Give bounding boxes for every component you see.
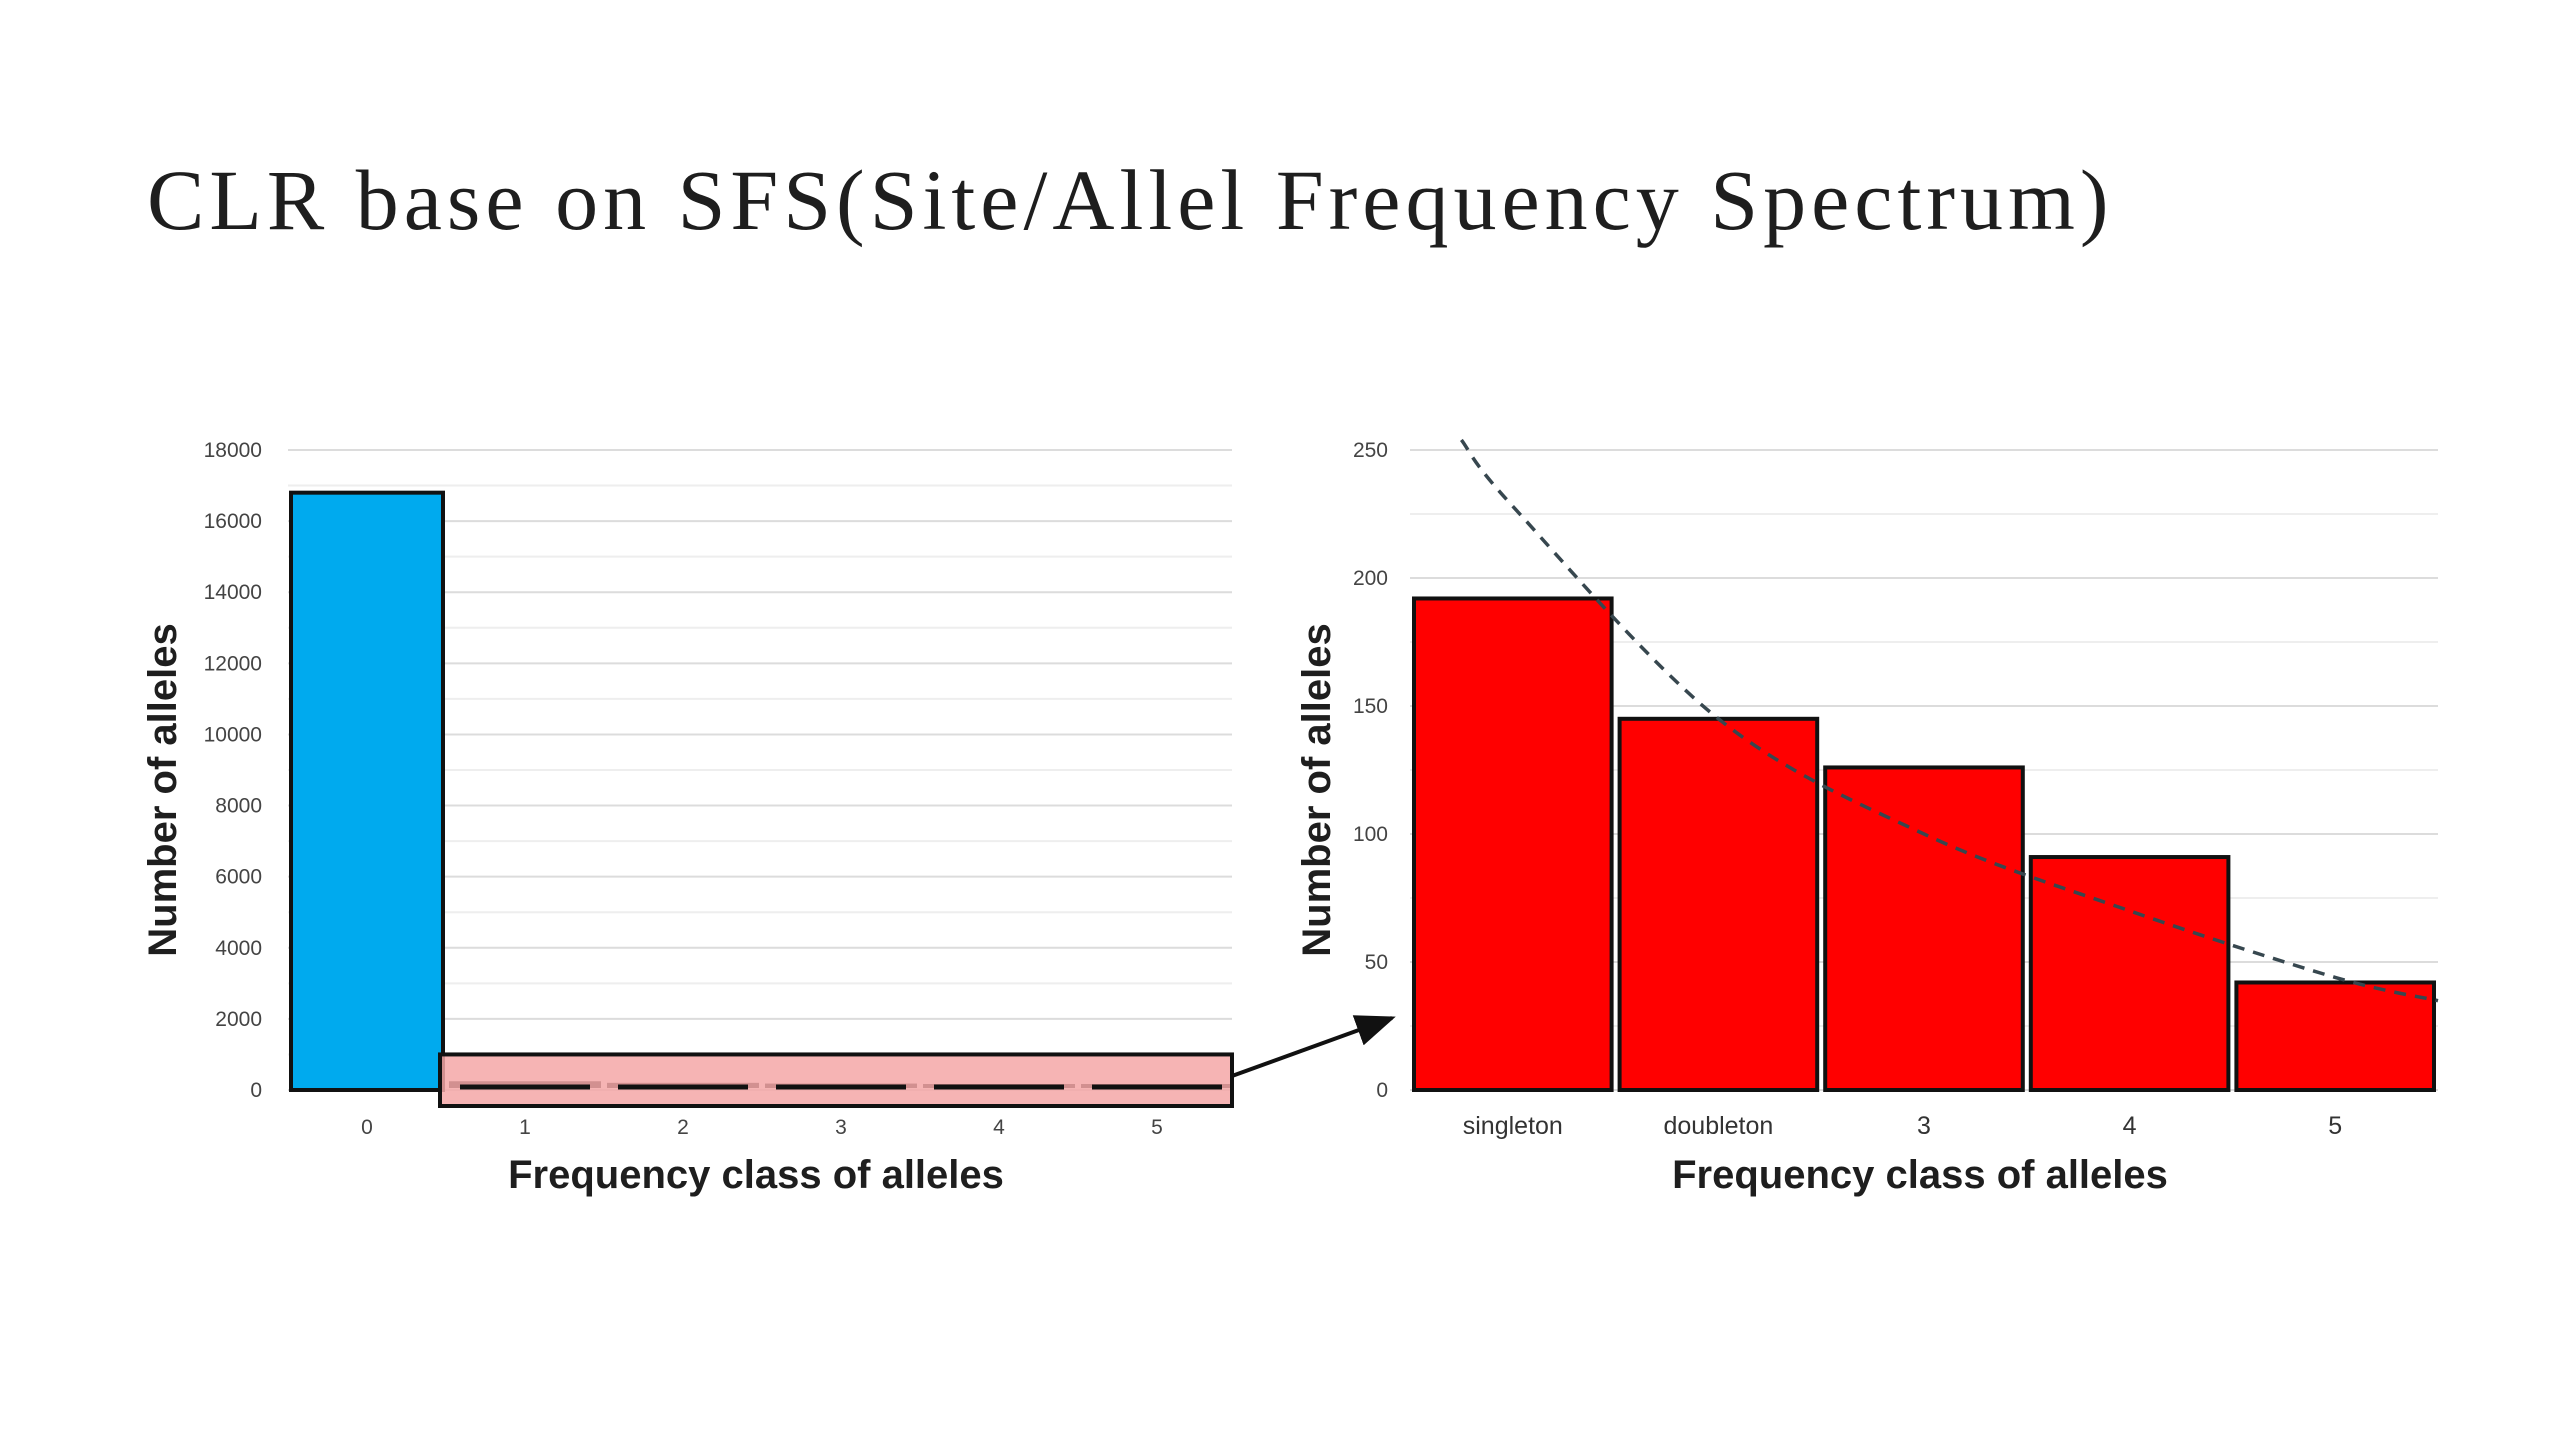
x-tick-label: 3 — [1917, 1112, 1931, 1140]
right-bars — [1412, 596, 2436, 1092]
x-tick-label: 1 — [519, 1116, 531, 1139]
right-x-axis-title: Frequency class of alleles — [1672, 1153, 2168, 1197]
right-y-axis-title: Number of alleles — [1295, 623, 1339, 956]
y-tick-label: 100 — [1353, 823, 1388, 846]
y-tick-label: 16000 — [204, 510, 262, 533]
left-y-tick-labels: 0 2000 4000 6000 8000 10000 12000 14000 16000 180… — [204, 439, 262, 1102]
x-tick-label: 4 — [2123, 1112, 2137, 1140]
x-tick-label: 3 — [835, 1116, 847, 1139]
y-tick-label: 50 — [1365, 951, 1388, 974]
x-tick-label: doubleton — [1663, 1112, 1773, 1140]
right-x-tick-labels: singleton doubleton 3 4 5 — [1463, 1112, 2342, 1140]
x-tick-label: 0 — [361, 1116, 373, 1139]
y-tick-label: 8000 — [215, 795, 262, 818]
y-tick-label: 10000 — [204, 723, 262, 746]
slide-title: CLR base on SFS(Site/Allel Frequency Spe… — [147, 152, 2114, 248]
left-x-tick-labels: 0 1 2 3 4 5 — [361, 1116, 1163, 1139]
trend-line — [1460, 438, 2439, 1003]
bar-singleton — [1412, 596, 1614, 1092]
left-bars — [289, 490, 1234, 1109]
right-y-tick-labels: 0 50 100 150 200 250 — [1353, 439, 1388, 1102]
x-tick-label: 5 — [1151, 1116, 1163, 1139]
left-x-axis-title: Frequency class of alleles — [508, 1153, 1004, 1197]
y-tick-label: 4000 — [215, 937, 262, 960]
y-tick-label: 14000 — [204, 581, 262, 604]
left-gridlines — [288, 449, 1232, 1091]
zoom-arrow — [1231, 1015, 1396, 1078]
y-tick-label: 150 — [1353, 695, 1388, 718]
y-tick-label: 0 — [250, 1079, 262, 1102]
y-tick-label: 0 — [1376, 1079, 1388, 1102]
bar-0 — [289, 490, 445, 1092]
bar-3 — [1823, 765, 2025, 1092]
bar-4 — [2028, 855, 2231, 1092]
y-tick-label: 6000 — [215, 866, 262, 889]
zoom-highlight-box — [438, 1052, 1234, 1109]
right-chart: 0 50 100 150 200 250 singleton doubleton 3 4 5 Nu… — [1295, 438, 2439, 1197]
x-tick-label: 5 — [2328, 1112, 2342, 1140]
bar-5 — [2234, 980, 2436, 1092]
bar-doubleton — [1617, 716, 1820, 1092]
x-tick-label: 2 — [677, 1116, 689, 1139]
y-tick-label: 18000 — [204, 439, 262, 462]
y-tick-label: 200 — [1353, 567, 1388, 590]
left-chart: 0 2000 4000 6000 8000 10000 12000 14000 16000 180… — [141, 439, 1234, 1197]
left-y-axis-title: Number of alleles — [141, 623, 185, 956]
x-tick-label: singleton — [1463, 1112, 1563, 1140]
x-tick-label: 4 — [993, 1116, 1005, 1139]
y-tick-label: 12000 — [204, 652, 262, 675]
y-tick-label: 250 — [1353, 439, 1388, 462]
y-tick-label: 2000 — [215, 1008, 262, 1031]
